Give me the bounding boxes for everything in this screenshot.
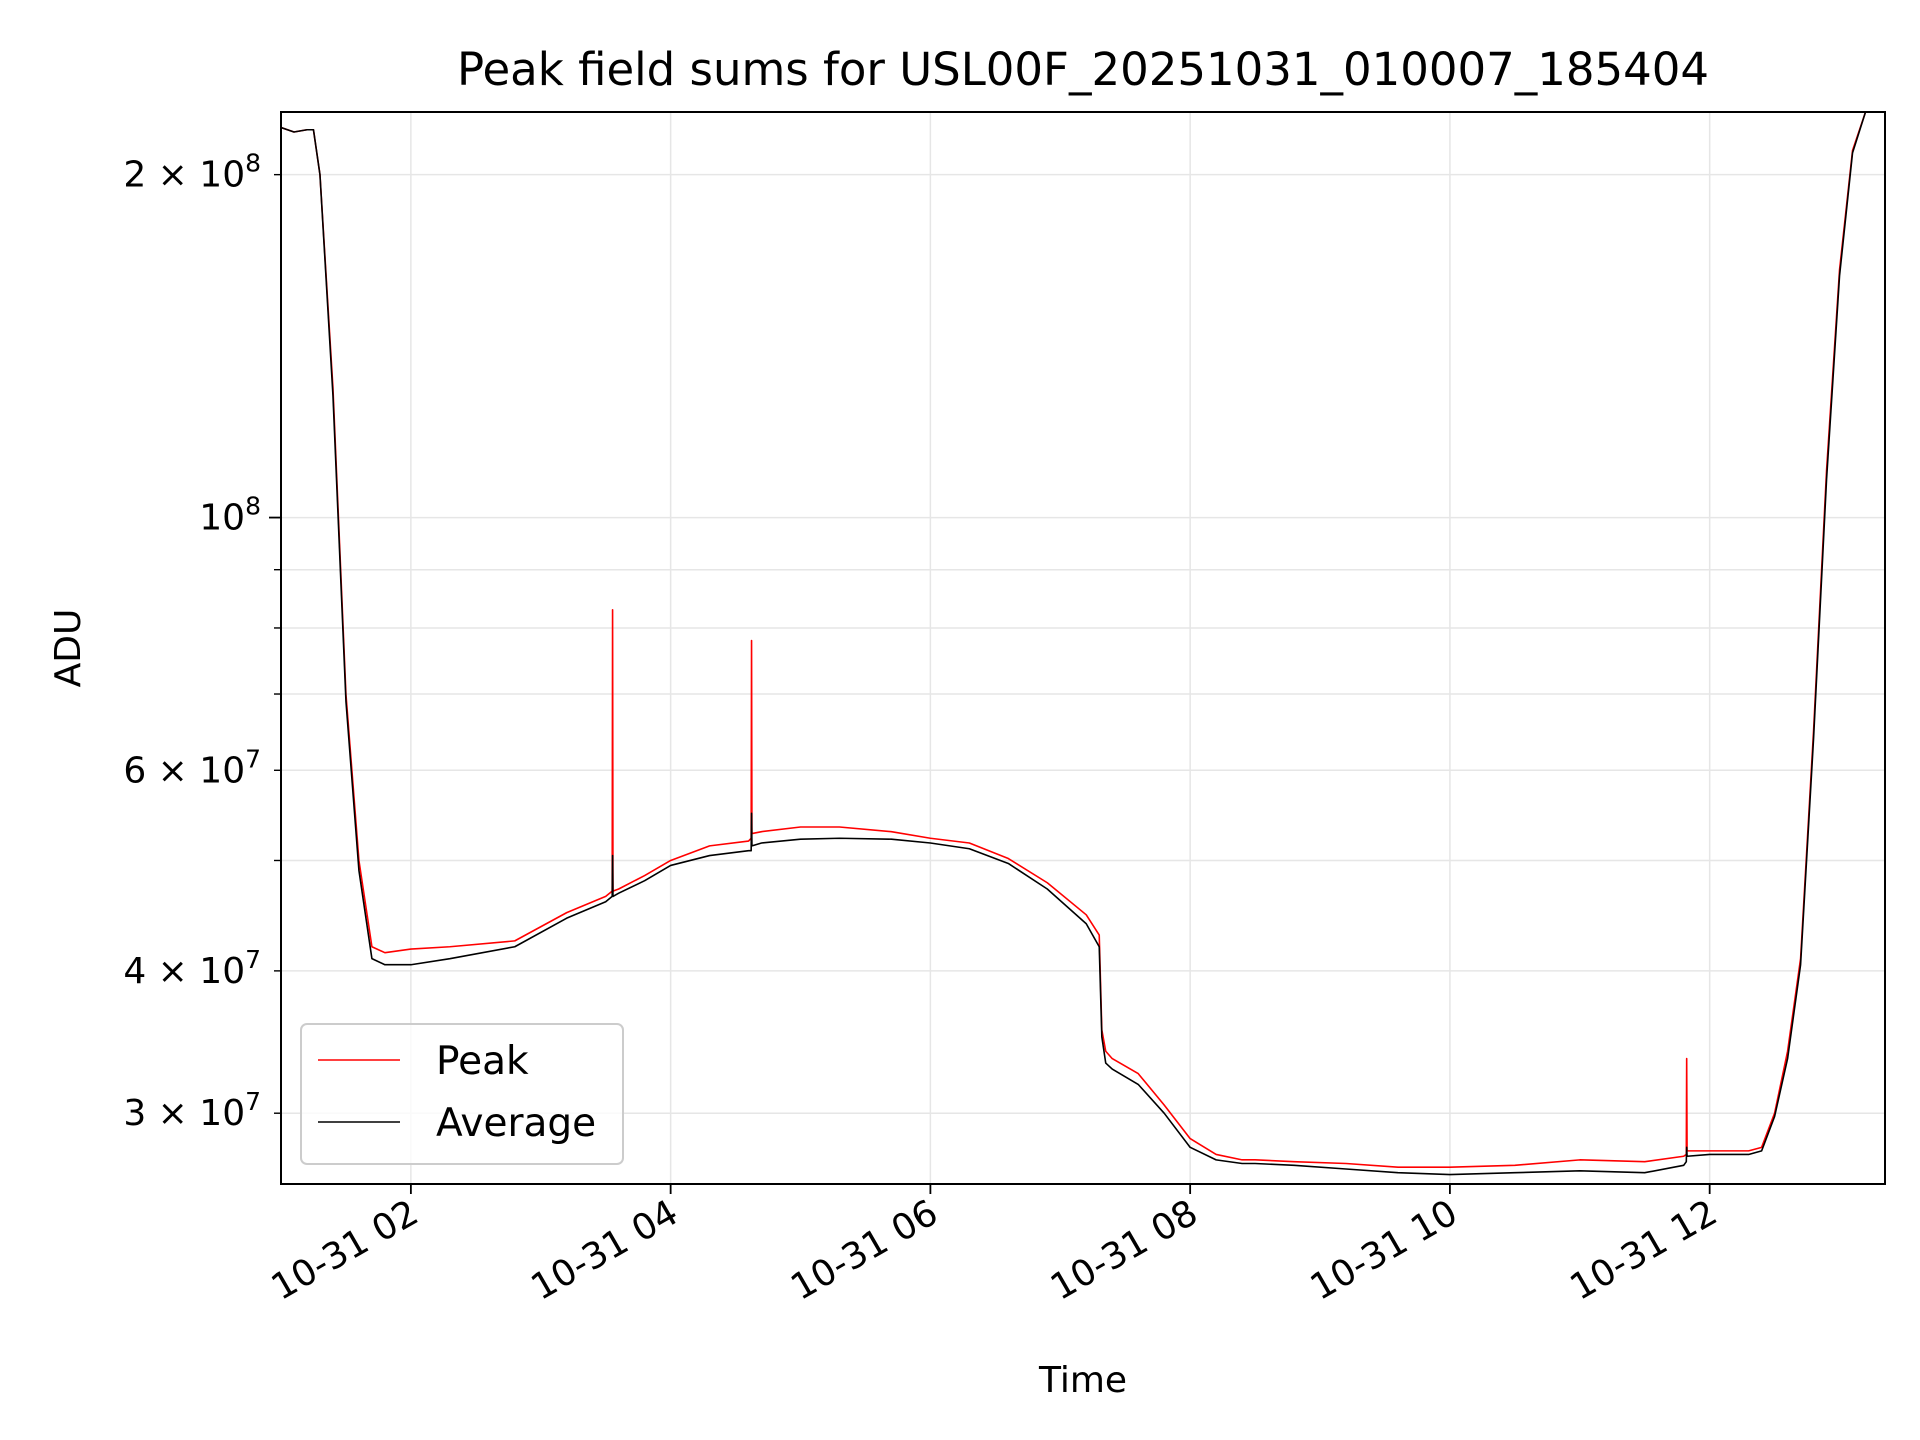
y-tick-mantissa: 2 [123,155,146,196]
y-axis-label: ADU [48,609,89,688]
y-tick-exponent: 7 [245,1087,261,1116]
chart-title: Peak field sums for USL00F_20251031_0100… [457,43,1709,96]
y-tick-exponent: 7 [245,744,261,773]
plot-frame [280,111,1886,1185]
legend-peak-label: Peak [436,1039,529,1084]
y-tick-mantissa: 4 [123,951,146,992]
series-line-average [281,112,1885,1176]
y-tick-label: 6 × 107 [123,744,261,791]
x-axis-label: Time [1038,1360,1127,1401]
plot-lines [281,112,1885,1176]
y-tick-mantissa: 3 [123,1093,146,1134]
y-tick-label: 4 × 107 [123,945,261,992]
y-tick-base: 10 [199,498,245,539]
legend-average-label: Average [436,1101,596,1146]
y-tick-exponent: 8 [245,149,261,178]
y-tick-mantissa: 6 [123,750,146,791]
y-tick-label: 108 [199,492,261,539]
y-tick-times: × 10 [146,750,245,791]
y-tick-exponent: 7 [245,945,261,974]
y-tick-times: × 10 [146,1093,245,1134]
legend-box [300,1023,624,1165]
series-line-peak [281,112,1885,1168]
y-tick-times: × 10 [146,155,245,196]
y-tick-label: 3 × 107 [123,1087,261,1134]
y-tick-exponent: 8 [245,492,261,521]
grid [281,112,1885,1184]
y-tick-times: × 10 [146,951,245,992]
y-tick-label: 2 × 108 [123,149,261,196]
legend: Peak Average [300,1023,624,1165]
